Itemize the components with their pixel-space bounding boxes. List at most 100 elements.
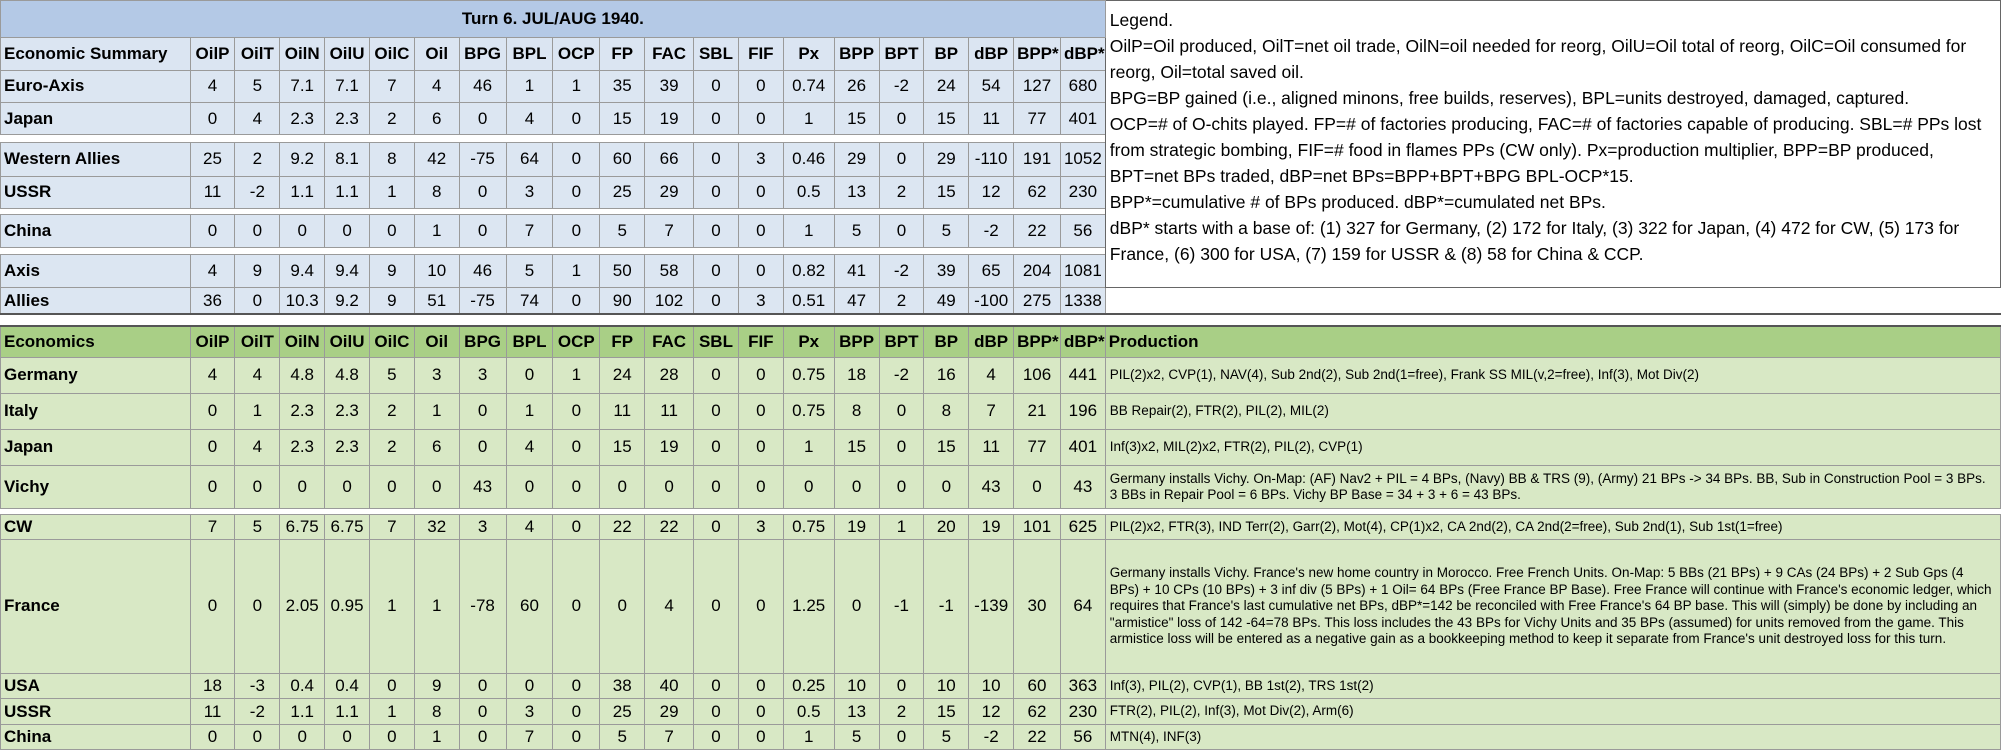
table-cell: 127: [1013, 69, 1061, 104]
table-cell: 230: [1059, 698, 1106, 726]
economics-row: France 0 0 2.05 0.95 1 1 -78 60 0 0 4 0 0 1.25 0 -1 -1 -13…: [0, 539, 2001, 674]
table-cell: 4: [505, 513, 554, 541]
legend-heading: Legend.: [1109, 10, 1174, 30]
table-cell: 12: [968, 698, 1015, 726]
table-cell: 0: [693, 69, 739, 104]
table-cell: 8: [413, 175, 460, 209]
row-label: China: [0, 724, 191, 750]
table-cell: 0: [324, 214, 370, 248]
table-cell: 15: [833, 102, 880, 136]
table-cell: 22: [644, 513, 695, 541]
table-cell: 10.3: [279, 286, 326, 315]
table-cell: 5: [599, 724, 646, 750]
column-header: BPL: [505, 37, 554, 71]
column-header: OCP: [552, 37, 601, 71]
column-header: OilN: [279, 37, 326, 71]
table-cell: 2: [368, 428, 415, 467]
table-cell: 0: [458, 102, 507, 136]
table-cell: 2: [368, 102, 415, 136]
table-cell: 39: [923, 254, 970, 288]
table-cell: 4: [189, 254, 236, 288]
table-cell: 101: [1013, 513, 1061, 541]
table-cell: 1052: [1059, 142, 1106, 177]
table-cell: 204: [1013, 254, 1061, 288]
table-cell: 0: [189, 214, 236, 248]
column-header: dBP: [968, 325, 1015, 358]
table-cell: 13: [833, 698, 880, 726]
table-cell: 0: [552, 175, 601, 209]
table-cell: 0: [693, 539, 739, 674]
table-cell: 0.5: [782, 175, 835, 209]
table-cell: 3: [458, 513, 507, 541]
table-cell: -2: [878, 69, 925, 104]
table-cell: 64: [505, 142, 554, 177]
table-cell: 1: [413, 393, 460, 430]
table-cell: 11: [189, 175, 236, 209]
row-label: Western Allies: [0, 142, 191, 177]
table-cell: 12: [968, 175, 1015, 209]
column-header: Px: [782, 37, 835, 71]
table-cell: 39: [644, 69, 695, 104]
column-header: BPP*: [1013, 37, 1061, 71]
table-cell: 22: [599, 513, 646, 541]
table-cell: 1: [505, 393, 554, 430]
legend-line: BPP*=cumulative # of BPs produced. dBP*=…: [1109, 192, 1606, 212]
table-cell: 0: [878, 142, 925, 177]
table-cell: 0: [878, 428, 925, 467]
table-cell: 38: [599, 672, 646, 700]
table-cell: 0.82: [782, 254, 835, 288]
table-cell: 1: [878, 513, 925, 541]
table-cell: 0: [833, 539, 880, 674]
table-cell: 11: [644, 393, 695, 430]
table-cell: 2.3: [279, 428, 326, 467]
table-cell: 0: [279, 465, 326, 510]
table-cell: 5: [599, 214, 646, 248]
table-cell: 625: [1059, 513, 1106, 541]
table-cell: 4: [968, 356, 1015, 395]
table-cell: 0: [693, 286, 739, 315]
table-cell: 2.3: [324, 102, 370, 136]
table-cell: 35: [599, 69, 646, 104]
table-cell: 0: [693, 672, 739, 700]
table-cell: 275: [1013, 286, 1061, 315]
summary-row: Axis 4 9 9.4 9.4 9 10 46 5 1 50 58 0 0 0.82 41 -2 39 65 204…: [0, 254, 2001, 288]
table-cell: 5: [833, 724, 880, 750]
table-cell: 8: [368, 142, 415, 177]
table-cell: 0: [189, 724, 236, 750]
table-cell: 2.3: [279, 393, 326, 430]
table-cell: 1: [368, 175, 415, 209]
table-cell: 7.1: [279, 69, 326, 104]
table-cell: 7: [644, 214, 695, 248]
table-cell: 3: [737, 513, 784, 541]
summary-row: Euro-Axis 4 5 7.1 7.1 7 4 46 1 1 35 39 0 0 0.74 26 -2 24 5…: [0, 69, 2001, 104]
table-cell: 4: [413, 69, 460, 104]
table-cell: 2: [878, 175, 925, 209]
table-cell: 0: [737, 539, 784, 674]
table-cell: 7: [368, 513, 415, 541]
table-cell: 41: [833, 254, 880, 288]
row-label: USA: [0, 672, 191, 700]
row-separator: [0, 247, 2001, 255]
table-cell: 13: [833, 175, 880, 209]
table-cell: 0: [693, 254, 739, 288]
table-cell: 3: [737, 142, 784, 177]
table-cell: 29: [923, 142, 970, 177]
table-cell: 4: [644, 539, 695, 674]
table-cell: 51: [413, 286, 460, 315]
table-cell: 4: [189, 69, 236, 104]
row-separator: [0, 134, 2001, 143]
table-cell: 10: [923, 672, 970, 700]
table-cell: 0: [234, 465, 281, 510]
table-cell: 1.1: [279, 175, 326, 209]
table-cell: 56: [1059, 214, 1106, 248]
production-cell: MTN(4), INF(3): [1104, 724, 2001, 750]
table-cell: 6: [413, 428, 460, 467]
table-cell: 0: [782, 465, 835, 510]
column-header: BPP*: [1013, 325, 1061, 358]
table-cell: 0: [552, 102, 601, 136]
row-label: CW: [0, 513, 191, 541]
table-cell: 3: [737, 286, 784, 315]
table-cell: 9.2: [324, 286, 370, 315]
table-cell: -110: [968, 142, 1015, 177]
table-cell: 2: [234, 142, 281, 177]
